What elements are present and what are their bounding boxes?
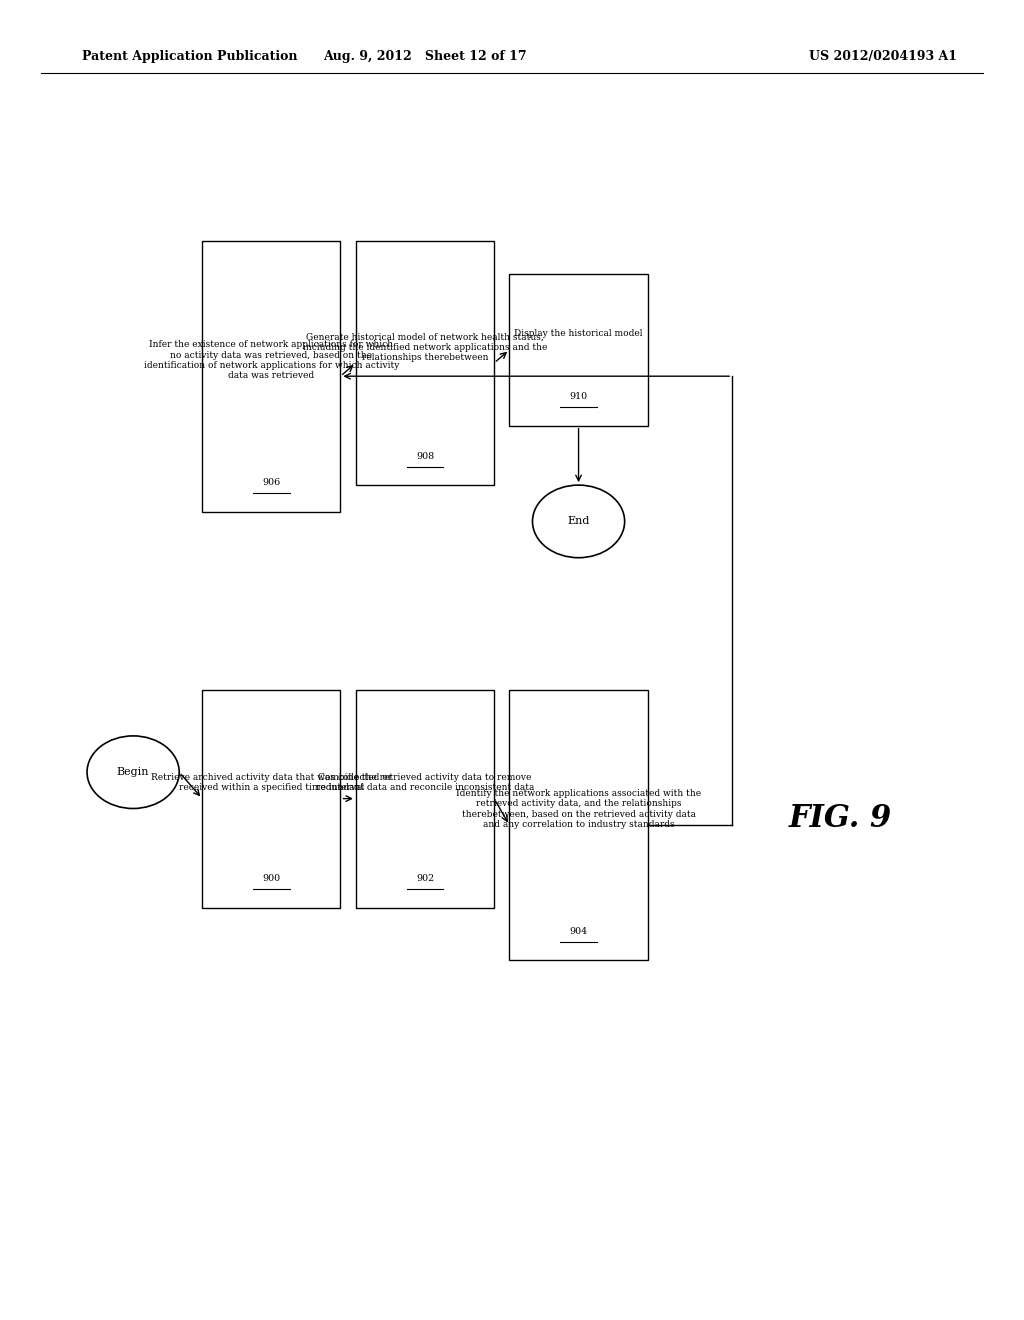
- FancyBboxPatch shape: [356, 242, 494, 486]
- FancyBboxPatch shape: [509, 689, 647, 961]
- Text: US 2012/0204193 A1: US 2012/0204193 A1: [809, 50, 957, 63]
- Text: Infer the existence of network applications for which
no activity data was retri: Infer the existence of network applicati…: [143, 341, 399, 380]
- Text: 902: 902: [416, 874, 434, 883]
- Text: End: End: [567, 516, 590, 527]
- Text: Aug. 9, 2012   Sheet 12 of 17: Aug. 9, 2012 Sheet 12 of 17: [324, 50, 526, 63]
- Text: FIG. 9: FIG. 9: [788, 803, 892, 834]
- Text: 906: 906: [262, 478, 281, 487]
- Text: 908: 908: [416, 451, 434, 461]
- Text: 900: 900: [262, 874, 281, 883]
- FancyBboxPatch shape: [509, 275, 647, 425]
- FancyBboxPatch shape: [356, 689, 494, 908]
- Text: Display the historical model: Display the historical model: [514, 330, 643, 338]
- Text: Retrieve archived activity data that was collected or
received within a specifie: Retrieve archived activity data that was…: [151, 774, 392, 792]
- Text: Patent Application Publication: Patent Application Publication: [82, 50, 297, 63]
- Text: Identify the network applications associated with the
retrieved activity data, a: Identify the network applications associ…: [456, 789, 701, 829]
- Ellipse shape: [87, 737, 179, 808]
- Text: 910: 910: [569, 392, 588, 401]
- FancyBboxPatch shape: [203, 689, 340, 908]
- Text: 904: 904: [569, 927, 588, 936]
- Ellipse shape: [532, 486, 625, 557]
- Text: Begin: Begin: [117, 767, 150, 777]
- FancyBboxPatch shape: [203, 242, 340, 512]
- Text: Generate historical model of network health status,
including the identified net: Generate historical model of network hea…: [303, 333, 547, 362]
- Text: Combine the retrieved activity data to remove
redundant data and reconcile incon: Combine the retrieved activity data to r…: [315, 774, 535, 792]
